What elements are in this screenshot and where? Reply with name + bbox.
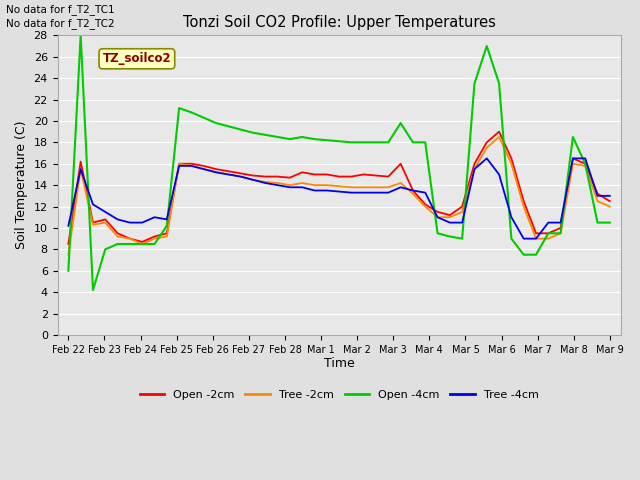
Text: No data for f_T2_TC2: No data for f_T2_TC2 — [6, 18, 115, 29]
Title: Tonzi Soil CO2 Profile: Upper Temperatures: Tonzi Soil CO2 Profile: Upper Temperatur… — [182, 15, 495, 30]
Legend: Open -2cm, Tree -2cm, Open -4cm, Tree -4cm: Open -2cm, Tree -2cm, Open -4cm, Tree -4… — [135, 385, 543, 404]
Y-axis label: Soil Temperature (C): Soil Temperature (C) — [15, 121, 28, 250]
Text: TZ_soilco2: TZ_soilco2 — [102, 52, 172, 65]
Text: No data for f_T2_TC1: No data for f_T2_TC1 — [6, 4, 115, 15]
X-axis label: Time: Time — [324, 358, 355, 371]
